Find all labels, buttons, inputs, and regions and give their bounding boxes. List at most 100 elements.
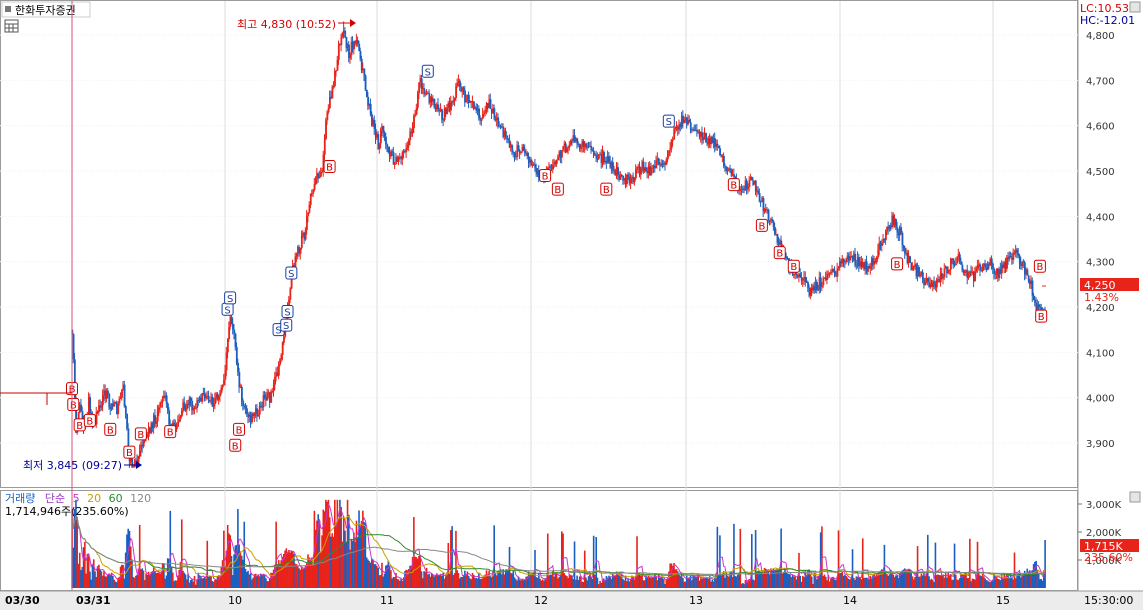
volume-bar bbox=[756, 571, 758, 588]
candle-body bbox=[164, 395, 167, 399]
candle-body bbox=[842, 258, 845, 262]
buy-signal bbox=[123, 445, 136, 459]
volume-bar bbox=[485, 570, 488, 588]
candle-body bbox=[96, 411, 99, 413]
candle-body bbox=[1039, 306, 1042, 308]
volume-bar bbox=[96, 566, 99, 588]
candle-body bbox=[376, 134, 378, 138]
volume-bar bbox=[480, 578, 483, 588]
calculator-icon[interactable] bbox=[4, 19, 19, 33]
volume-bar bbox=[257, 574, 260, 588]
candle-body bbox=[893, 219, 896, 226]
volume-bar bbox=[971, 578, 974, 588]
candle-body bbox=[916, 267, 919, 277]
volume-bar bbox=[305, 563, 308, 588]
volume-panel-toggle[interactable] bbox=[1129, 491, 1141, 503]
candle-body bbox=[905, 252, 908, 254]
candle-body bbox=[899, 227, 901, 236]
candle-body bbox=[411, 128, 414, 134]
candle-body bbox=[1023, 262, 1026, 275]
candle-body bbox=[595, 154, 598, 159]
volume-bar bbox=[515, 579, 517, 588]
legend-ma5: 5 bbox=[73, 492, 80, 505]
candle-body bbox=[669, 148, 672, 151]
candle-body bbox=[439, 109, 442, 111]
candle-body bbox=[262, 394, 265, 408]
volume-bar bbox=[484, 574, 487, 588]
volume-bar bbox=[817, 575, 819, 588]
volume-bar bbox=[492, 571, 494, 588]
volume-bar bbox=[859, 576, 861, 588]
volume-bar bbox=[1043, 570, 1045, 588]
volume-bar bbox=[285, 548, 288, 588]
candle-body bbox=[689, 122, 692, 130]
candle-body bbox=[456, 82, 459, 87]
volume-bar bbox=[126, 534, 128, 588]
volume-bar bbox=[483, 575, 485, 588]
volume-bar bbox=[212, 581, 215, 588]
title-box bbox=[1, 1, 91, 18]
volume-bar bbox=[1021, 575, 1023, 588]
candle-body bbox=[714, 138, 716, 148]
menu-square-icon[interactable] bbox=[5, 6, 11, 12]
candle-body bbox=[1017, 253, 1020, 256]
candle-body bbox=[804, 277, 807, 282]
volume-bar bbox=[444, 576, 447, 588]
volume-bar bbox=[336, 499, 339, 588]
candle-body bbox=[1026, 269, 1029, 276]
candle-body bbox=[548, 166, 551, 168]
candle-body bbox=[864, 261, 867, 270]
volume-bar bbox=[641, 573, 643, 588]
volume-bar bbox=[252, 577, 254, 588]
volume-bar bbox=[113, 579, 115, 588]
volume-bar bbox=[506, 569, 508, 588]
volume-bar bbox=[944, 572, 947, 588]
candle-body bbox=[455, 86, 458, 98]
candle-body bbox=[241, 386, 243, 401]
candle-body bbox=[879, 242, 882, 246]
volume-bar bbox=[787, 573, 790, 588]
candle-body bbox=[672, 139, 674, 141]
candle-body bbox=[951, 258, 954, 260]
volume-bar bbox=[529, 573, 531, 588]
volume-bar bbox=[850, 578, 853, 588]
volume-bar bbox=[293, 553, 295, 588]
candle-body bbox=[937, 279, 940, 281]
volume-bar bbox=[631, 575, 633, 588]
volume-bar bbox=[99, 569, 101, 588]
candle-body bbox=[609, 161, 612, 168]
candle-body bbox=[300, 235, 303, 248]
candle-body bbox=[872, 258, 875, 265]
candle-body bbox=[168, 410, 171, 425]
volume-bar bbox=[247, 570, 249, 588]
volume-bar bbox=[518, 579, 521, 588]
candle-body bbox=[930, 283, 933, 287]
price-panel-toggle[interactable] bbox=[1129, 1, 1141, 13]
candle-body bbox=[849, 256, 852, 261]
volume-bar bbox=[1014, 578, 1017, 588]
candle-body bbox=[950, 258, 952, 270]
candle-body bbox=[698, 131, 701, 137]
candle-body bbox=[962, 270, 965, 273]
volume-bar bbox=[246, 572, 248, 588]
volume-bar bbox=[220, 566, 223, 588]
volume-bar bbox=[177, 575, 179, 588]
candle-body bbox=[888, 225, 891, 230]
candle-body bbox=[881, 242, 883, 246]
candle-body bbox=[563, 143, 566, 147]
candle-body bbox=[220, 387, 223, 393]
candle-body bbox=[446, 107, 449, 115]
volume-bar bbox=[272, 569, 275, 588]
candle-body bbox=[212, 404, 215, 407]
volume-bar bbox=[234, 545, 237, 588]
volume-bar bbox=[897, 577, 900, 588]
volume-bar bbox=[299, 569, 302, 588]
candle-body bbox=[508, 140, 511, 148]
buy-signal-letter: B bbox=[76, 421, 83, 432]
candle-body bbox=[901, 232, 904, 246]
volume-bar bbox=[600, 582, 603, 588]
volume-bar bbox=[427, 574, 429, 588]
volume-legend: 거래량 단순 5 20 60 120 bbox=[5, 492, 151, 505]
volume-bar bbox=[451, 526, 453, 588]
candle-body bbox=[521, 146, 524, 152]
